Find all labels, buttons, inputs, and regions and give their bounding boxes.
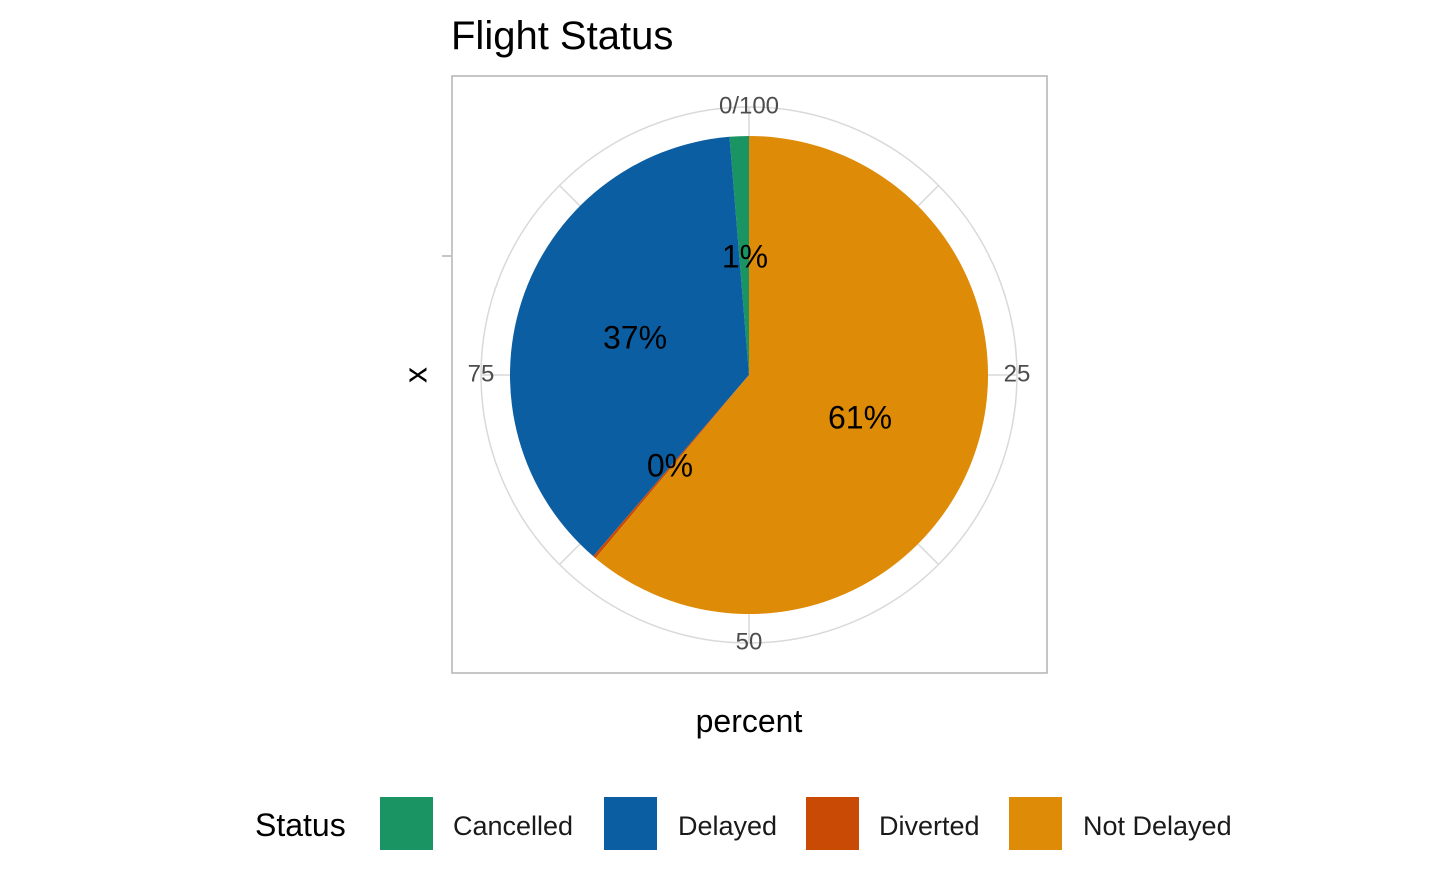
pie-slice-not-delayed: [595, 136, 988, 614]
slice-label-delayed: 37%: [603, 319, 667, 355]
legend-label-delayed: Delayed: [678, 811, 777, 841]
grid-spoke: [558, 543, 581, 566]
legend-label-cancelled: Cancelled: [453, 811, 573, 841]
plot-panel-border: [451, 75, 1048, 674]
pie-slice-delayed: [510, 136, 749, 557]
legend-key-delayed: [604, 797, 657, 850]
legend-key-diverted: [806, 797, 859, 850]
pie-slice-diverted: [593, 375, 749, 559]
legend-label-not-delayed: Not Delayed: [1083, 811, 1232, 841]
legend-items: Cancelled Delayed Diverted Not Delayed: [380, 797, 1232, 850]
slice-label-diverted: 0%: [647, 447, 693, 483]
pie-slices: [510, 136, 988, 614]
slice-label-cancelled: 1%: [722, 238, 768, 274]
theta-tick-label: 25: [1004, 360, 1031, 387]
grid-spoke: [558, 184, 581, 207]
theta-ticks: 0/100 25 50 75: [468, 92, 1031, 655]
y-axis-title: x: [397, 367, 433, 383]
legend-key-not-delayed: [1009, 797, 1062, 850]
polar-grid: [480, 106, 1018, 644]
legend-key-cancelled: [380, 797, 433, 850]
legend-label-diverted: Diverted: [879, 811, 980, 841]
grid-spoke: [917, 543, 940, 566]
legend: Status Cancelled Delayed Diverted Not Delay…: [255, 797, 1232, 850]
grid-spoke: [917, 184, 940, 207]
pie-slice-cancelled: [729, 136, 749, 375]
theta-tick-label: 75: [468, 360, 495, 387]
x-axis-title: percent: [696, 703, 803, 739]
chart-title: Flight Status: [451, 14, 673, 58]
slice-labels: 1% 37% 0% 61%: [603, 238, 892, 483]
theta-tick-label: 0/100: [719, 92, 779, 119]
slice-label-not-delayed: 61%: [828, 399, 892, 435]
legend-title: Status: [255, 807, 346, 843]
theta-tick-label: 50: [736, 628, 763, 655]
